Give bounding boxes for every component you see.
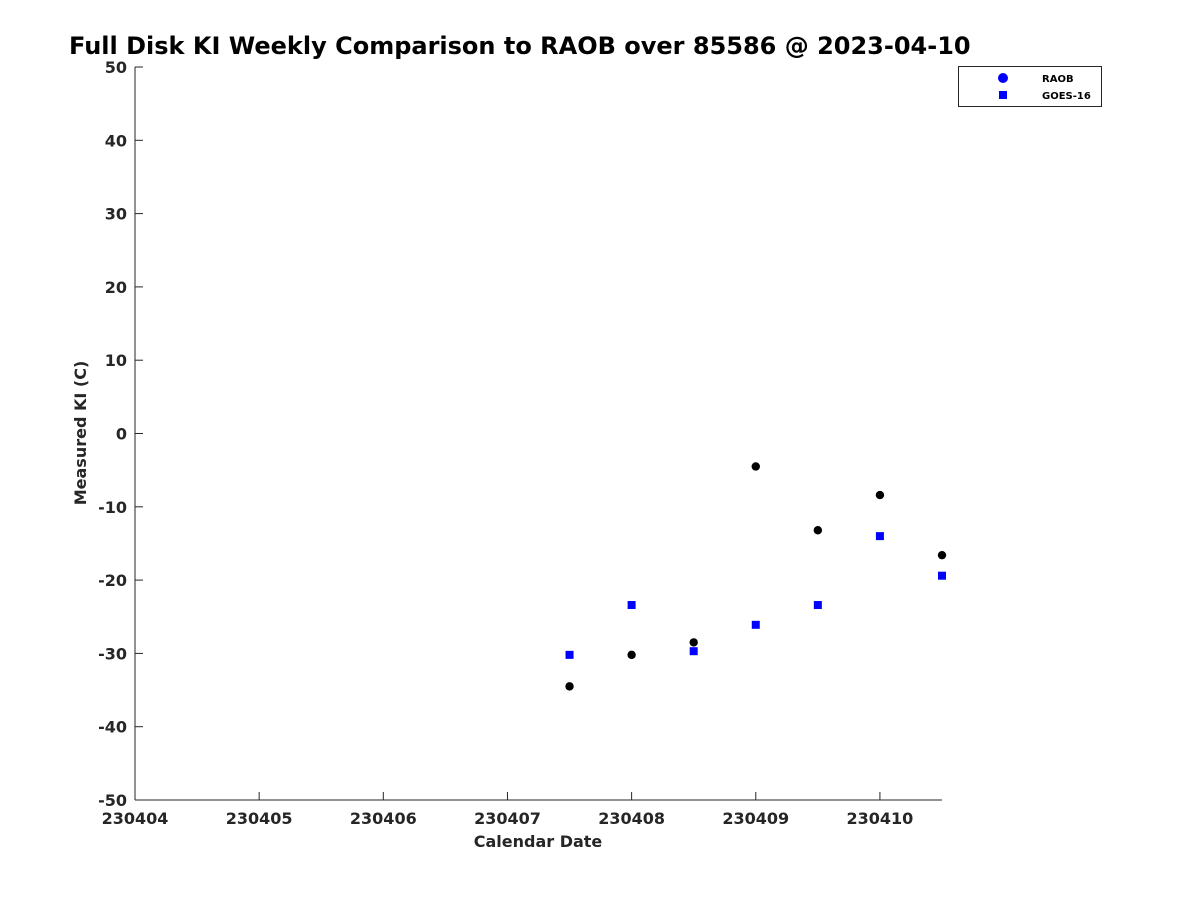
x-tick-label: 230404 <box>102 809 169 828</box>
raob-point <box>937 550 947 560</box>
chart-title: Full Disk KI Weekly Comparison to RAOB o… <box>69 32 971 60</box>
x-tick-label: 230409 <box>722 809 789 828</box>
y-axis-label: Measured KI (C) <box>71 361 90 506</box>
legend-raob-marker <box>998 73 1008 83</box>
raob-point <box>565 682 574 691</box>
goes16-point <box>875 532 884 541</box>
y-tick-label: 30 <box>105 205 127 224</box>
y-tick-label: -50 <box>98 791 127 810</box>
y-tick-label: -30 <box>98 644 127 663</box>
y-tick-label: 0 <box>116 425 127 444</box>
data-markers <box>565 462 947 691</box>
goes16-point <box>938 571 946 580</box>
x-tick-label: 230407 <box>474 809 541 828</box>
goes16-point <box>565 650 574 659</box>
y-tick-label: 10 <box>105 351 127 370</box>
goes16-point <box>627 601 636 610</box>
raob-point <box>875 490 885 500</box>
raob-point <box>689 638 698 647</box>
y-tick-label: -10 <box>98 498 127 517</box>
y-tick-label: 20 <box>105 278 127 297</box>
y-tick-label: -40 <box>98 718 127 737</box>
y-tick-label: -20 <box>98 571 127 590</box>
x-tick-label: 230408 <box>598 809 665 828</box>
x-tick-label: 230406 <box>350 809 417 828</box>
y-ticks: 50 40 30 20 10 0 -10 -20 -30 -40 -50 <box>98 58 143 810</box>
raob-point <box>627 650 636 660</box>
legend-box <box>958 66 1102 107</box>
x-tick-label: 230405 <box>226 809 293 828</box>
legend-label: GOES-16 <box>1042 91 1091 102</box>
x-axis-label: Calendar Date <box>474 832 603 851</box>
legend: RAOB GOES-16 <box>958 66 1102 107</box>
raob-point <box>751 462 760 471</box>
goes16-point <box>751 620 760 629</box>
y-tick-label: 40 <box>105 131 127 150</box>
y-tick-label: 50 <box>105 58 127 77</box>
goes16-point <box>689 647 698 656</box>
x-ticks: 230404 230405 230406 230407 230408 230409 2304… <box>102 792 914 828</box>
legend-label: RAOB <box>1042 74 1074 85</box>
goes16-point <box>813 601 822 610</box>
x-tick-label: 230410 <box>847 809 914 828</box>
raob-point <box>813 526 823 535</box>
legend-goes16-marker <box>999 91 1007 99</box>
